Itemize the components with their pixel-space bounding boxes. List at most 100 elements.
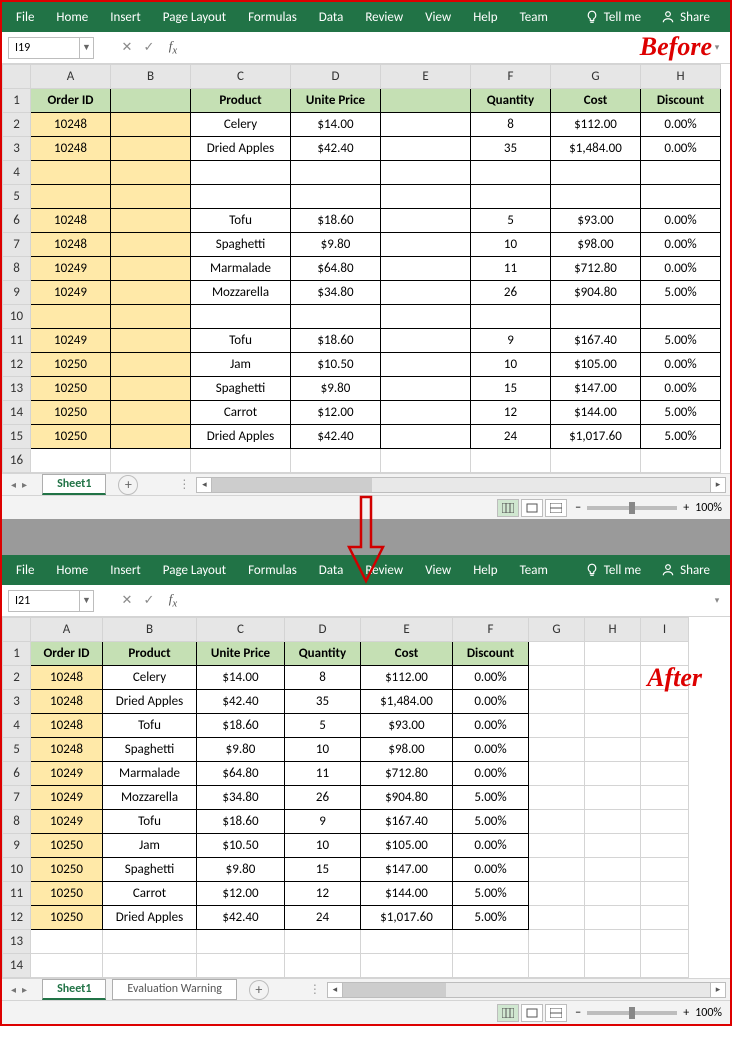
menu-formulas[interactable]: Formulas: [237, 10, 308, 25]
cell[interactable]: [585, 906, 641, 930]
cell[interactable]: [585, 834, 641, 858]
cell[interactable]: [291, 305, 381, 329]
cell[interactable]: [111, 425, 191, 449]
row-header[interactable]: 8: [3, 257, 31, 281]
menu-help[interactable]: Help: [462, 563, 508, 578]
cell[interactable]: [641, 449, 721, 473]
cell[interactable]: $18.60: [291, 209, 381, 233]
view-normal-icon[interactable]: [497, 499, 519, 517]
cell[interactable]: 5.00%: [453, 810, 529, 834]
cell[interactable]: [529, 834, 585, 858]
col-header-G[interactable]: G: [529, 618, 585, 642]
cell[interactable]: [453, 954, 529, 978]
cell[interactable]: 10248: [31, 714, 103, 738]
cell[interactable]: [191, 305, 291, 329]
cell[interactable]: [291, 449, 381, 473]
cell[interactable]: Celery: [191, 113, 291, 137]
cell[interactable]: Carrot: [103, 882, 197, 906]
cell[interactable]: $147.00: [551, 377, 641, 401]
zoom-control[interactable]: − + 100%: [575, 501, 722, 515]
cell[interactable]: [381, 137, 471, 161]
cell[interactable]: Spaghetti: [191, 377, 291, 401]
row-header[interactable]: 4: [3, 714, 31, 738]
cell[interactable]: $93.00: [361, 714, 453, 738]
cancel-icon[interactable]: ✕: [116, 40, 138, 55]
cell[interactable]: [529, 858, 585, 882]
cell[interactable]: $9.80: [291, 377, 381, 401]
cell[interactable]: 11: [285, 762, 361, 786]
cell[interactable]: Spaghetti: [103, 738, 197, 762]
row-header[interactable]: 1: [3, 89, 31, 113]
cell[interactable]: Dried Apples: [103, 690, 197, 714]
view-pagebreak-icon[interactable]: [545, 499, 567, 517]
cell[interactable]: 10250: [31, 834, 103, 858]
cell[interactable]: $42.40: [197, 906, 285, 930]
cell[interactable]: 5: [285, 714, 361, 738]
cancel-icon[interactable]: ✕: [116, 593, 138, 608]
col-header-D[interactable]: D: [291, 65, 381, 89]
row-header[interactable]: 13: [3, 377, 31, 401]
cell[interactable]: 0.00%: [641, 209, 721, 233]
cell[interactable]: [529, 786, 585, 810]
cell[interactable]: Jam: [103, 834, 197, 858]
formula-input[interactable]: [190, 37, 706, 59]
zoom-control[interactable]: − + 100%: [575, 1006, 722, 1020]
grid-after[interactable]: ABCDEFGHI1Order IDProductUnite PriceQuan…: [2, 617, 689, 978]
row-header[interactable]: 3: [3, 690, 31, 714]
cell[interactable]: $93.00: [551, 209, 641, 233]
cell[interactable]: $42.40: [291, 425, 381, 449]
cell[interactable]: Tofu: [103, 714, 197, 738]
h-scrollbar[interactable]: ⋮ ◂ ▸: [178, 477, 726, 493]
cell[interactable]: [551, 449, 641, 473]
share-button[interactable]: Share: [651, 563, 720, 578]
cell[interactable]: [111, 137, 191, 161]
cell[interactable]: 10250: [31, 882, 103, 906]
cell[interactable]: [291, 161, 381, 185]
cell[interactable]: $42.40: [197, 690, 285, 714]
cell[interactable]: 8: [471, 113, 551, 137]
cell[interactable]: 9: [471, 329, 551, 353]
cell[interactable]: $9.80: [197, 738, 285, 762]
enter-icon[interactable]: ✓: [138, 593, 160, 608]
fx-icon[interactable]: fx: [162, 591, 184, 610]
cell[interactable]: [585, 666, 641, 690]
cell[interactable]: $712.80: [551, 257, 641, 281]
cell[interactable]: [529, 930, 585, 954]
cell[interactable]: Spaghetti: [191, 233, 291, 257]
col-header-I[interactable]: I: [641, 618, 689, 642]
cell[interactable]: [361, 930, 453, 954]
cell[interactable]: [641, 930, 689, 954]
cell[interactable]: [381, 185, 471, 209]
name-box[interactable]: I19: [8, 37, 80, 59]
scroll-right-icon[interactable]: ▸: [710, 477, 726, 493]
row-header[interactable]: 9: [3, 281, 31, 305]
col-header-A[interactable]: A: [31, 65, 111, 89]
name-box[interactable]: I21: [8, 590, 80, 612]
cell[interactable]: 0.00%: [641, 113, 721, 137]
cell[interactable]: [641, 714, 689, 738]
menu-view[interactable]: View: [414, 10, 462, 25]
cell[interactable]: 24: [471, 425, 551, 449]
cell[interactable]: [471, 161, 551, 185]
row-header[interactable]: 14: [3, 401, 31, 425]
cell[interactable]: Quantity: [285, 642, 361, 666]
cell[interactable]: $147.00: [361, 858, 453, 882]
cell[interactable]: [191, 161, 291, 185]
cell[interactable]: [111, 401, 191, 425]
cell[interactable]: 10250: [31, 425, 111, 449]
cell[interactable]: Cost: [551, 89, 641, 113]
cell[interactable]: [111, 233, 191, 257]
row-header[interactable]: 10: [3, 858, 31, 882]
cell[interactable]: [361, 954, 453, 978]
cell[interactable]: [381, 449, 471, 473]
cell[interactable]: [529, 954, 585, 978]
cell[interactable]: [641, 906, 689, 930]
cell[interactable]: [529, 882, 585, 906]
menu-formulas[interactable]: Formulas: [237, 563, 308, 578]
cell[interactable]: [31, 930, 103, 954]
row-header[interactable]: 1: [3, 642, 31, 666]
cell[interactable]: [111, 305, 191, 329]
cell[interactable]: Dried Apples: [103, 906, 197, 930]
scroll-right-icon[interactable]: ▸: [710, 982, 726, 998]
cell[interactable]: 5.00%: [453, 906, 529, 930]
